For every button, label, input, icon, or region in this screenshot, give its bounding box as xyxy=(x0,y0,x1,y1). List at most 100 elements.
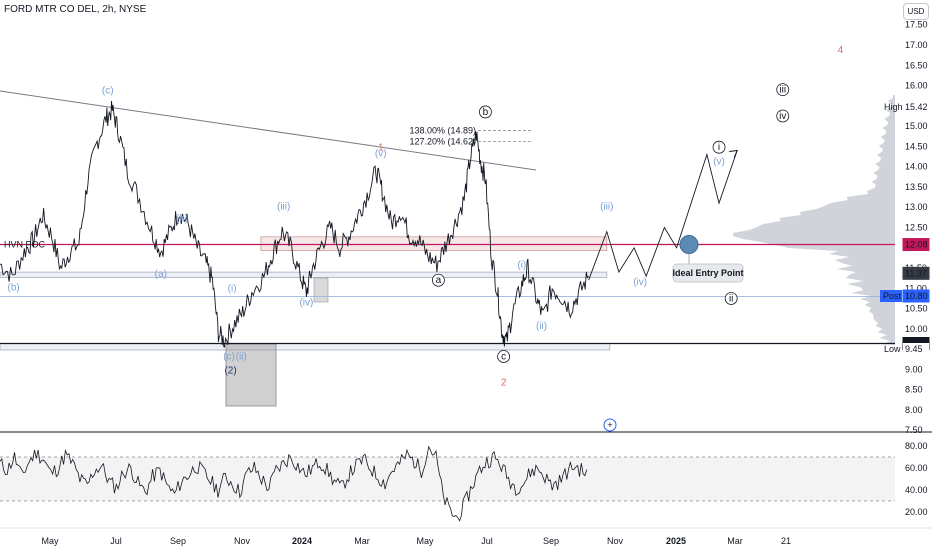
currency-button[interactable]: USD xyxy=(903,3,929,20)
wave-circle xyxy=(431,273,445,287)
price-tick: 7.50 xyxy=(905,425,923,435)
time-tick: Jul xyxy=(110,536,122,546)
hvn-poc-label: HVN POC xyxy=(4,240,46,250)
wave-label: (a) xyxy=(155,269,167,280)
price-tick: 13.50 xyxy=(905,182,928,192)
wave-label: (c) xyxy=(102,86,114,97)
time-tick: Nov xyxy=(607,536,624,546)
wave-iv-box xyxy=(313,277,329,303)
time-tick: May xyxy=(41,536,59,546)
time-tick: 2025 xyxy=(666,536,686,546)
price-tick: 14.50 xyxy=(905,141,928,151)
chart-title: FORD MTR CO DEL, 2h, NYSE xyxy=(4,4,147,15)
rsi-tick: 60.00 xyxy=(905,463,928,473)
rsi-tick: 20.00 xyxy=(905,507,928,517)
price-tick: 16.50 xyxy=(905,60,928,70)
wave-label: (i) xyxy=(228,284,237,295)
rsi-series xyxy=(0,445,588,522)
rsi-tick: 40.00 xyxy=(905,485,928,495)
price-badge-value: 10.80 xyxy=(905,291,928,301)
wave-circle-label: ii xyxy=(729,293,733,304)
price-badge xyxy=(902,289,930,303)
price-badge xyxy=(903,101,929,113)
add-icon xyxy=(603,418,617,432)
wave-label: (iii) xyxy=(600,201,613,212)
wave-label: 1 xyxy=(378,142,384,153)
wave-label: (c) xyxy=(223,351,235,362)
wave-2-box xyxy=(225,343,277,407)
price-badge xyxy=(903,343,929,355)
wave-circle xyxy=(776,109,790,123)
time-tick: Mar xyxy=(727,536,743,546)
price-tick: 13.00 xyxy=(905,202,928,212)
price-tick: 17.00 xyxy=(905,40,928,50)
wave-circle xyxy=(479,105,492,119)
wave-label: (i) xyxy=(517,260,526,271)
price-tick: 16.00 xyxy=(905,81,928,91)
wave-label: (iv) xyxy=(299,297,313,308)
wave-circle-label: b xyxy=(483,107,489,118)
descending-trendline xyxy=(0,90,537,171)
price-tick: 9.00 xyxy=(905,364,923,374)
projection-path xyxy=(588,150,738,281)
entry-point-marker xyxy=(679,235,699,255)
badge-label: High xyxy=(884,102,903,112)
wave-circle-label: i xyxy=(718,142,720,153)
badge-label: Low xyxy=(884,344,901,354)
post-badge xyxy=(880,290,902,302)
price-series xyxy=(0,100,589,348)
wave-circle xyxy=(776,83,790,97)
zone-box xyxy=(0,343,611,351)
wave-circle-label: iv xyxy=(779,111,786,122)
fib-label: 138.00% (14.89) xyxy=(409,126,476,136)
wave-label: (v) xyxy=(375,149,387,160)
price-tick: 12.50 xyxy=(905,223,928,233)
time-tick: Sep xyxy=(170,536,186,546)
projection-arrow xyxy=(729,149,739,158)
wave-label: (iv) xyxy=(633,277,647,288)
fib-label: 127.20% (14.62) xyxy=(409,137,476,147)
wave-label: (ii) xyxy=(236,351,247,362)
wave-circle-label: a xyxy=(436,275,442,286)
wave-circle xyxy=(497,350,511,363)
zone-box xyxy=(260,236,608,252)
price-badge-value: 11.37 xyxy=(905,268,927,278)
wave-label: (2) xyxy=(224,366,236,377)
price-badge xyxy=(902,238,930,252)
price-tick: 14.00 xyxy=(905,162,928,172)
time-tick: May xyxy=(416,536,434,546)
volume-profile xyxy=(733,95,895,345)
price-badge-value: 15.42 xyxy=(905,102,928,112)
price-tick: 11.00 xyxy=(905,283,927,293)
price-badge-value: 9.45 xyxy=(905,344,923,354)
wave-label: 4 xyxy=(838,45,844,56)
wave-circle xyxy=(712,140,726,154)
wave-circle xyxy=(724,292,738,305)
wave-label: 2 xyxy=(501,378,507,389)
time-tick: Mar xyxy=(354,536,370,546)
entry-point-box xyxy=(672,263,744,283)
wave-label: (iii) xyxy=(277,201,290,212)
price-tick: 8.50 xyxy=(905,385,923,395)
add-icon-glyph: + xyxy=(607,420,612,430)
wave-circle-label: iii xyxy=(779,85,786,96)
wave-label: (b) xyxy=(176,213,188,224)
price-tick: 8.00 xyxy=(905,405,923,415)
price-tick: 17.50 xyxy=(905,20,928,30)
price-tick: 15.00 xyxy=(905,121,928,131)
time-tick: Jul xyxy=(481,536,493,546)
time-tick: Sep xyxy=(543,536,559,546)
price-badge-value: 12.08 xyxy=(905,240,928,250)
price-tick: 10.50 xyxy=(905,304,928,314)
price-badge xyxy=(902,266,930,280)
post-label: Post xyxy=(883,291,902,301)
wave-label: (v) xyxy=(713,157,725,168)
rsi-tick: 80.00 xyxy=(905,441,928,451)
wave-label: (b) xyxy=(8,282,20,293)
rsi-band xyxy=(0,457,895,501)
wave-circle-label: c xyxy=(501,351,506,362)
time-tick: Nov xyxy=(234,536,251,546)
time-tick: 2024 xyxy=(292,536,312,546)
entry-point-label: Ideal Entry Point xyxy=(672,268,743,278)
